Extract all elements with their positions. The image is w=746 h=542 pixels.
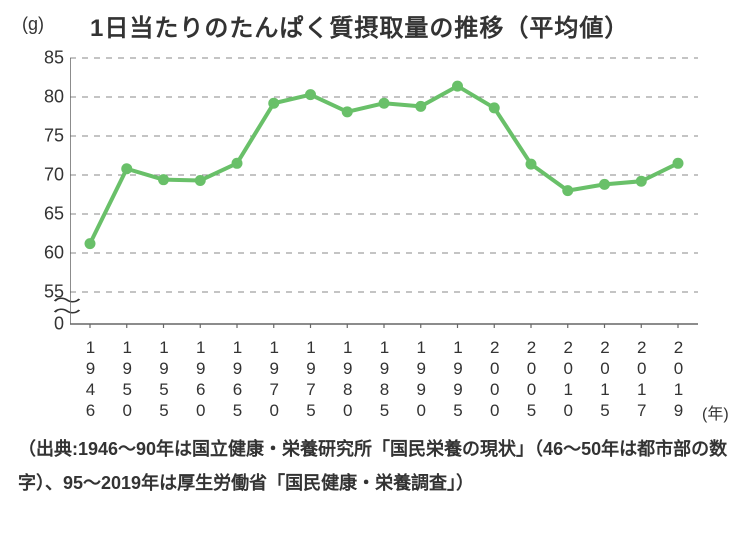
x-tick-label: 2010 [558,338,578,422]
x-tick-label: 2015 [595,338,615,422]
x-tick-label: 1965 [227,338,247,422]
y-tick-label: 85 [44,48,64,69]
x-tick-label: 1990 [411,338,431,422]
x-tick-label: 1975 [301,338,321,422]
source-caption: （出典:1946～90年は国立健康・栄養研究所「国民栄養の現状」（46～50年は… [18,432,728,500]
y-tick-label: 65 [44,204,64,225]
x-tick-label: 1950 [117,338,137,422]
x-tick-label: 1960 [190,338,210,422]
y-tick-label: 60 [44,243,64,264]
x-tick-label: 1980 [337,338,357,422]
y-axis-unit-label: (g) [22,14,44,35]
x-tick-label: 2017 [631,338,651,422]
x-tick-label: 1995 [448,338,468,422]
chart-plot-area [70,52,698,328]
y-tick-label: 75 [44,126,64,147]
x-tick-label: 1985 [374,338,394,422]
y-tick-label: 70 [44,165,64,186]
chart-title: 1日当たりのたんぱく質摂取量の推移（平均値） [90,8,629,43]
x-tick-label: 2005 [521,338,541,422]
figure-container: (g) 1日当たりのたんぱく質摂取量の推移（平均値） 0556065707580… [0,0,746,542]
y-tick-label: 80 [44,87,64,108]
x-tick-label: 1955 [154,338,174,422]
x-axis-unit-label: (年) [702,400,729,424]
x-tick-label: 1946 [80,338,100,422]
x-tick-label: 2019 [668,338,688,422]
chart-svg [70,52,698,328]
x-tick-label: 2000 [484,338,504,422]
x-tick-label: 1970 [264,338,284,422]
